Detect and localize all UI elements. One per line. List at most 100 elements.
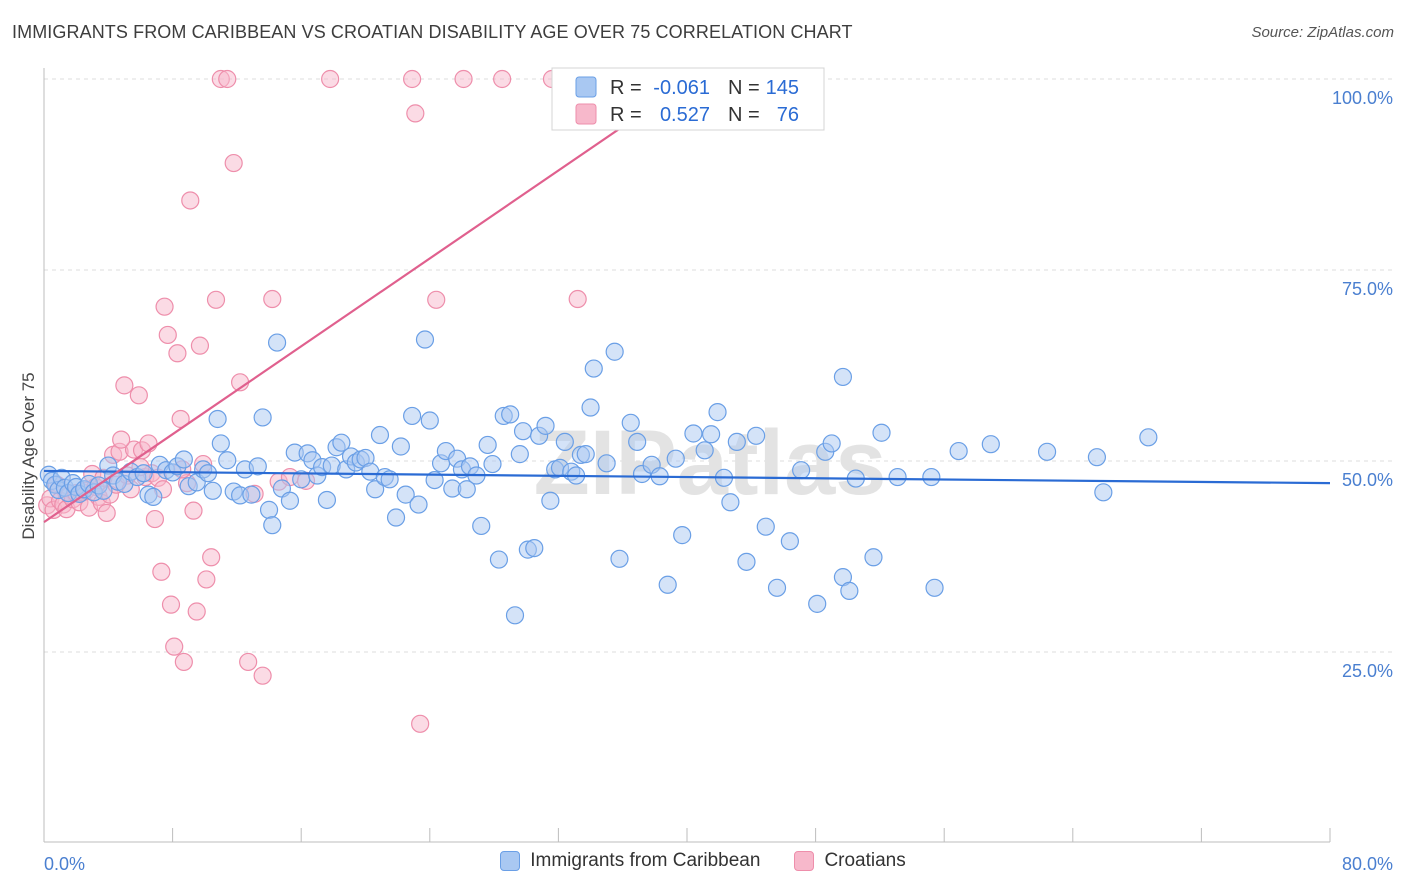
caribbean-point [1094, 483, 1113, 502]
caribbean-point [425, 471, 444, 490]
caribbean-point [840, 581, 859, 600]
caribbean-point [702, 425, 721, 444]
croatians-point [165, 637, 184, 656]
caribbean-point [483, 454, 502, 474]
legend-swatch-caribbean [500, 851, 521, 871]
caribbean-point [555, 432, 574, 451]
caribbean-point [737, 552, 756, 571]
caribbean-point [478, 435, 497, 455]
caribbean-point [248, 457, 267, 476]
caribbean-point [391, 437, 410, 456]
caribbean-point [280, 491, 300, 510]
croatians-point [158, 325, 177, 345]
legend-r-label: R = [610, 77, 642, 99]
legend-r-label: R = [610, 104, 642, 126]
caribbean-point [597, 454, 616, 473]
y-tick-label: 75.0% [1342, 279, 1393, 299]
caribbean-point [628, 432, 647, 451]
caribbean-point [396, 485, 415, 504]
croatians-point [155, 297, 174, 316]
caribbean-point [525, 538, 544, 558]
legend-swatch-blue [575, 76, 597, 98]
caribbean-point [366, 480, 385, 499]
caribbean-point [822, 434, 841, 453]
legend-swatch-pink [575, 103, 597, 125]
croatians-point [97, 503, 116, 523]
legend-n-label: N = [728, 104, 760, 126]
caribbean-point [721, 493, 740, 512]
croatians-point [253, 666, 272, 685]
caribbean-point [541, 491, 560, 510]
caribbean-point [505, 606, 525, 625]
caribbean-point [144, 487, 163, 507]
croatians-point [493, 69, 512, 89]
caribbean-point [792, 461, 811, 480]
caribbean-point [253, 408, 272, 427]
caribbean-point [1139, 428, 1158, 447]
croatians-point [427, 290, 446, 309]
caribbean-point [403, 406, 422, 426]
caribbean-trend-line [43, 469, 1331, 485]
croatians-point [115, 376, 134, 395]
croatians-point [112, 430, 131, 449]
caribbean-point [457, 480, 476, 499]
caribbean-point [949, 441, 968, 461]
y-tick-label: 25.0% [1342, 661, 1393, 681]
caribbean-point [409, 495, 428, 514]
caribbean-point [780, 532, 799, 551]
caribbean-point [708, 403, 727, 422]
legend-item-caribbean[interactable]: Immigrants from Caribbean [500, 850, 760, 872]
croatians-point [197, 570, 216, 589]
caribbean-point [174, 450, 193, 469]
caribbean-point [1087, 448, 1107, 467]
caribbean-point [767, 578, 787, 597]
caribbean-point [1037, 442, 1057, 461]
bottom-legend: Immigrants from Caribbean Croatians [0, 850, 1406, 872]
caribbean-point [536, 416, 555, 435]
croatians-point [168, 344, 187, 363]
caribbean-point [864, 548, 883, 567]
caribbean-point [922, 467, 941, 487]
croatians-point [174, 652, 193, 672]
caribbean-point [263, 516, 282, 535]
croatians-point [152, 562, 171, 581]
chart-title: IMMIGRANTS FROM CARIBBEAN VS CROATIAN DI… [12, 22, 853, 42]
caribbean-point [808, 594, 827, 613]
caribbean-point [658, 575, 677, 594]
caribbean-point [747, 426, 766, 445]
croatians-point [406, 104, 425, 123]
croatians-point [263, 289, 282, 309]
croatians-point [411, 714, 430, 733]
croatians-point [129, 386, 148, 405]
legend-item-croatians[interactable]: Croatians [794, 850, 906, 872]
caribbean-point [610, 549, 629, 568]
caribbean-point [727, 432, 746, 451]
croatians-point [184, 501, 203, 520]
croatians-points [38, 69, 587, 733]
caribbean-point [472, 516, 491, 536]
y-tick-labels: 25.0% 50.0% 75.0% 100.0% [1332, 88, 1393, 681]
caribbean-point [267, 333, 287, 352]
caribbean-point [203, 481, 222, 500]
source-credit: Source: ZipAtlas.com [1251, 24, 1394, 41]
croatians-point [206, 290, 226, 309]
caribbean-point [872, 423, 891, 442]
croatians-trend-line [43, 94, 669, 524]
caribbean-point [605, 342, 624, 361]
caribbean-point [888, 467, 907, 487]
caribbean-point [925, 578, 944, 597]
legend-n-value-pink: 76 [777, 104, 799, 126]
x-tick-label: 0.0% [44, 854, 85, 874]
legend-n-value-blue: 145 [766, 77, 799, 99]
caribbean-point [420, 411, 439, 430]
caribbean-point [695, 441, 714, 460]
legend-swatch-croatians [794, 851, 815, 871]
caribbean-point [756, 517, 775, 536]
legend-label-caribbean: Immigrants from Caribbean [530, 850, 761, 871]
caribbean-point [386, 508, 406, 527]
croatians-point [224, 153, 243, 173]
caribbean-point [621, 413, 640, 432]
caribbean-point [242, 485, 261, 504]
legend-label-croatians: Croatians [824, 850, 906, 871]
